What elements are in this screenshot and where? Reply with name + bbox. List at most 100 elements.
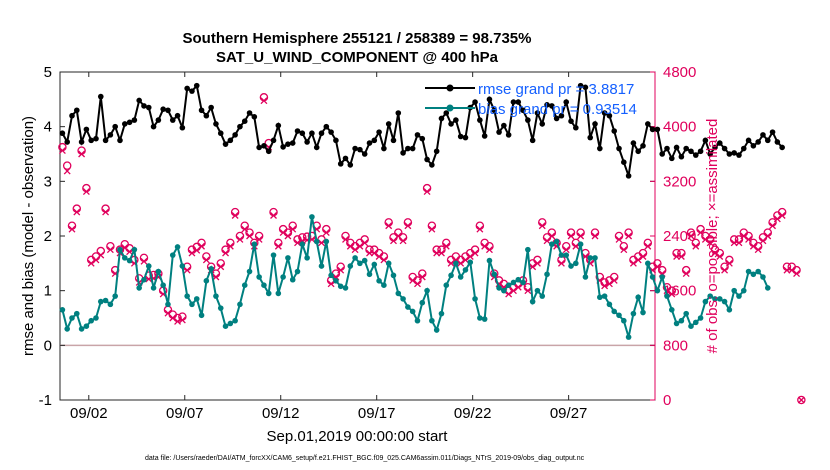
rmse-point xyxy=(179,124,186,131)
obs-assimilated-point xyxy=(481,242,489,250)
bias-point xyxy=(222,323,229,330)
obs-assimilated-point xyxy=(567,232,575,240)
rmse-point xyxy=(400,150,406,156)
bias-point xyxy=(405,304,411,310)
obs-assimilated-point xyxy=(716,253,724,260)
y-tick-label: 3 xyxy=(44,173,52,190)
rmse-point xyxy=(592,121,598,127)
rmse-point xyxy=(69,112,75,119)
obs-assimilated-point xyxy=(687,232,695,240)
bias-point xyxy=(654,287,661,294)
obs-assimilated-point xyxy=(246,232,253,240)
rmse-point xyxy=(438,115,445,122)
bias-point xyxy=(337,283,344,290)
bias-point xyxy=(443,282,450,289)
bias-point xyxy=(145,263,152,269)
series-bias xyxy=(59,214,771,340)
obs-assimilated-point xyxy=(351,246,359,254)
rmse-point xyxy=(285,141,291,147)
rmse-point xyxy=(352,145,358,152)
bias-point xyxy=(606,301,613,308)
y2-axis-label: # of obs: o=possible; ×=assimilated xyxy=(704,119,721,354)
bias-point xyxy=(160,282,166,289)
obs-assimilated-point xyxy=(404,222,412,230)
obs-assimilated-point xyxy=(226,242,234,250)
obs-assimilated-point xyxy=(653,263,661,271)
obs-assimilated-point xyxy=(169,314,177,322)
rmse-point xyxy=(606,112,613,119)
obs-assimilated-point xyxy=(797,396,805,404)
rmse-point xyxy=(126,119,133,126)
bias-point xyxy=(750,271,757,278)
obs-assimilated-point xyxy=(601,282,609,290)
rmse-point xyxy=(549,103,555,109)
obs-assimilated-point xyxy=(442,242,450,250)
bias-point xyxy=(333,278,339,284)
rmse-point xyxy=(241,118,248,124)
rmse-point xyxy=(193,82,200,89)
rmse-point xyxy=(491,107,498,114)
bias-point xyxy=(371,261,378,268)
obs-assimilated-point xyxy=(68,225,76,233)
obs-assimilated-point xyxy=(529,263,537,271)
bias-point xyxy=(534,287,541,294)
obs-assimilated-point xyxy=(78,150,86,158)
obs-assimilated-point xyxy=(87,259,95,267)
rmse-point xyxy=(155,117,162,123)
rmse-point xyxy=(496,129,502,135)
obs-assimilated-point xyxy=(634,256,642,264)
obs-assimilated-point xyxy=(562,246,570,254)
rmse-point xyxy=(520,107,526,114)
rmse-point xyxy=(265,148,272,155)
bias-point xyxy=(683,310,689,317)
rmse-point xyxy=(688,148,694,155)
bias-point xyxy=(270,252,277,258)
bias-point xyxy=(544,271,550,278)
rmse-point xyxy=(169,117,176,123)
bias-point xyxy=(721,298,728,305)
rmse-point xyxy=(510,99,517,105)
rmse-point xyxy=(649,126,656,133)
bias-point xyxy=(357,260,363,267)
bias-point xyxy=(126,257,133,264)
bias-point xyxy=(678,317,685,324)
bias-point xyxy=(491,271,498,278)
obs-assimilated-point xyxy=(255,235,263,243)
bias-point xyxy=(587,255,594,261)
bias-point xyxy=(381,282,387,289)
rmse-point xyxy=(357,146,363,153)
obs-assimilated-point xyxy=(769,222,777,230)
chart-title: Southern Hemisphere 255121 / 258389 = 98… xyxy=(183,30,532,47)
rmse-point xyxy=(107,132,114,138)
rmse-point xyxy=(645,121,651,127)
bias-point xyxy=(453,260,459,267)
obs-assimilated-point xyxy=(514,283,522,291)
rmse-point xyxy=(328,129,334,135)
rmse-point xyxy=(203,112,210,119)
bias-point xyxy=(755,268,761,275)
rmse-point xyxy=(712,144,718,151)
rmse-point xyxy=(333,137,339,144)
rmse-point xyxy=(716,140,723,146)
x-tick-label: 09/02 xyxy=(70,405,108,422)
bias-point xyxy=(649,274,656,280)
bias-point xyxy=(764,285,771,291)
rmse-point xyxy=(668,155,675,162)
y-tick-label: 2 xyxy=(44,228,52,245)
rmse-point xyxy=(750,143,757,149)
rmse-point xyxy=(760,132,766,138)
rmse-point xyxy=(736,152,742,158)
obs-assimilated-point xyxy=(428,225,436,233)
bias-point xyxy=(601,293,608,299)
bias-point xyxy=(265,290,272,297)
bias-point xyxy=(241,282,248,289)
rmse-point xyxy=(563,99,570,105)
bias-point xyxy=(582,274,589,280)
bias-point xyxy=(515,276,522,283)
plot-area xyxy=(59,71,656,401)
bias-point xyxy=(501,287,507,294)
bias-point xyxy=(635,294,642,301)
footnote: data file: /Users/raeder/DAI/ATM_forcXX/… xyxy=(145,455,585,462)
rmse-point xyxy=(544,102,550,108)
rmse-point xyxy=(409,145,416,152)
